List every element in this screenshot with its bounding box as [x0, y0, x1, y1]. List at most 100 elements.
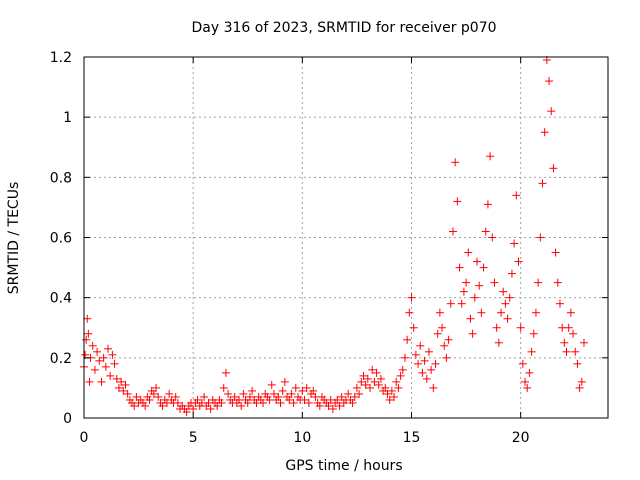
- data-point: [394, 383, 403, 392]
- data-point: [442, 353, 451, 362]
- data-point: [119, 386, 128, 395]
- data-point: [411, 350, 420, 359]
- data-point: [217, 398, 226, 407]
- data-point: [309, 386, 318, 395]
- data-point: [149, 389, 158, 398]
- data-point: [571, 347, 580, 356]
- data-point: [280, 377, 289, 386]
- data-point: [276, 398, 285, 407]
- data-point: [481, 227, 490, 236]
- data-point: [269, 389, 278, 398]
- data-point: [575, 383, 584, 392]
- data-point: [99, 353, 108, 362]
- data-point: [545, 77, 554, 86]
- data-point: [121, 380, 130, 389]
- data-point: [90, 365, 99, 374]
- data-point: [470, 293, 479, 302]
- data-point: [518, 359, 527, 368]
- data-point: [440, 341, 449, 350]
- data-point: [435, 308, 444, 317]
- data-point: [562, 347, 571, 356]
- data-point: [444, 335, 453, 344]
- data-point: [492, 323, 501, 332]
- data-point: [405, 308, 414, 317]
- data-point: [315, 401, 324, 410]
- data-point: [451, 158, 460, 167]
- data-point: [237, 401, 246, 410]
- data-point: [363, 374, 372, 383]
- data-point: [95, 356, 104, 365]
- data-point: [560, 338, 569, 347]
- data-point: [372, 368, 381, 377]
- data-point: [123, 389, 132, 398]
- data-point: [267, 380, 276, 389]
- data-point: [145, 395, 154, 404]
- data-point: [213, 401, 222, 410]
- data-point: [104, 344, 113, 353]
- points-layer: [80, 56, 588, 416]
- data-point: [83, 314, 92, 323]
- y-tick-label: 0.4: [50, 291, 72, 307]
- data-point: [154, 392, 163, 401]
- data-point: [335, 401, 344, 410]
- ticks-layer: 0 5 10 15 20 0 0.2 0.4 0.6 0.8 1 1.2: [50, 50, 608, 446]
- data-point: [494, 338, 503, 347]
- data-point: [93, 347, 102, 356]
- data-point: [577, 377, 586, 386]
- data-point: [398, 365, 407, 374]
- data-point: [468, 329, 477, 338]
- data-point: [466, 314, 475, 323]
- data-point: [278, 386, 287, 395]
- data-point: [396, 371, 405, 380]
- data-point: [291, 383, 300, 392]
- chart-title: Day 316 of 2023, SRMTID for receiver p07…: [191, 20, 496, 36]
- data-point: [446, 299, 455, 308]
- data-point: [101, 362, 110, 371]
- data-point: [409, 323, 418, 332]
- data-point: [414, 359, 423, 368]
- data-point: [431, 359, 440, 368]
- data-point: [462, 278, 471, 287]
- data-point: [569, 329, 578, 338]
- data-point: [416, 341, 425, 350]
- data-point: [534, 278, 543, 287]
- data-point: [566, 308, 575, 317]
- data-point: [84, 329, 93, 338]
- data-point: [427, 365, 436, 374]
- data-point: [497, 308, 506, 317]
- data-point: [516, 323, 525, 332]
- data-point: [289, 398, 298, 407]
- data-point: [112, 374, 121, 383]
- data-point: [521, 377, 530, 386]
- data-point: [348, 398, 357, 407]
- data-point: [510, 239, 519, 248]
- data-point: [182, 407, 191, 416]
- data-point: [245, 392, 254, 401]
- data-point: [259, 398, 268, 407]
- data-point: [555, 299, 564, 308]
- data-point: [88, 341, 97, 350]
- data-point: [324, 401, 333, 410]
- data-point: [387, 386, 396, 395]
- data-point: [106, 371, 115, 380]
- data-point: [82, 335, 91, 344]
- data-point: [117, 377, 126, 386]
- data-point: [370, 377, 379, 386]
- data-point: [564, 323, 573, 332]
- data-point: [173, 398, 182, 407]
- data-point: [300, 395, 309, 404]
- data-point: [287, 389, 296, 398]
- data-point: [464, 248, 473, 257]
- data-point: [453, 197, 462, 206]
- data-point: [357, 377, 366, 386]
- data-point: [110, 359, 119, 368]
- data-point: [573, 359, 582, 368]
- y-tick-label: 0.8: [50, 170, 72, 186]
- data-point: [499, 287, 508, 296]
- data-point: [390, 392, 399, 401]
- y-tick-label: 1.2: [50, 50, 72, 66]
- data-point: [200, 392, 209, 401]
- x-tick-label: 0: [80, 430, 89, 446]
- data-point: [366, 383, 375, 392]
